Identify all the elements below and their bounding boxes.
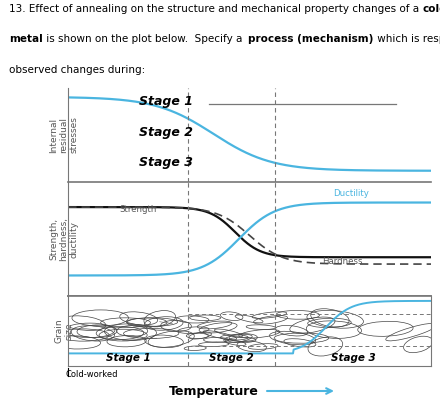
Text: observed changes during:: observed changes during: [9,65,145,75]
Text: Cold-worked: Cold-worked [66,370,118,379]
Text: Temperature: Temperature [169,385,258,398]
Text: which is responsible for the: which is responsible for the [374,34,440,44]
Text: cold-worked: cold-worked [422,4,440,14]
Text: Stage 2: Stage 2 [139,126,194,139]
Text: Stage 2: Stage 2 [209,353,254,363]
Text: metal: metal [9,34,43,44]
Text: Ductility: Ductility [333,189,369,198]
Y-axis label: Grain
size: Grain size [54,319,74,343]
Text: process (mechanism): process (mechanism) [249,34,374,44]
Text: Stage 3: Stage 3 [331,353,375,363]
Y-axis label: Strength,
hardness,
ductility: Strength, hardness, ductility [49,217,79,261]
Text: 13. Effect of annealing on the structure and mechanical property changes of a: 13. Effect of annealing on the structure… [9,4,422,14]
Text: Hardness: Hardness [322,257,363,266]
Y-axis label: Internal
residual
stresses: Internal residual stresses [49,116,79,154]
Text: is shown on the plot below.  Specify a: is shown on the plot below. Specify a [43,34,249,44]
Text: Stage 1: Stage 1 [106,353,150,363]
Text: Stage 3: Stage 3 [139,156,194,169]
Text: Stage 1: Stage 1 [139,95,194,108]
Text: Strength: Strength [119,205,156,214]
